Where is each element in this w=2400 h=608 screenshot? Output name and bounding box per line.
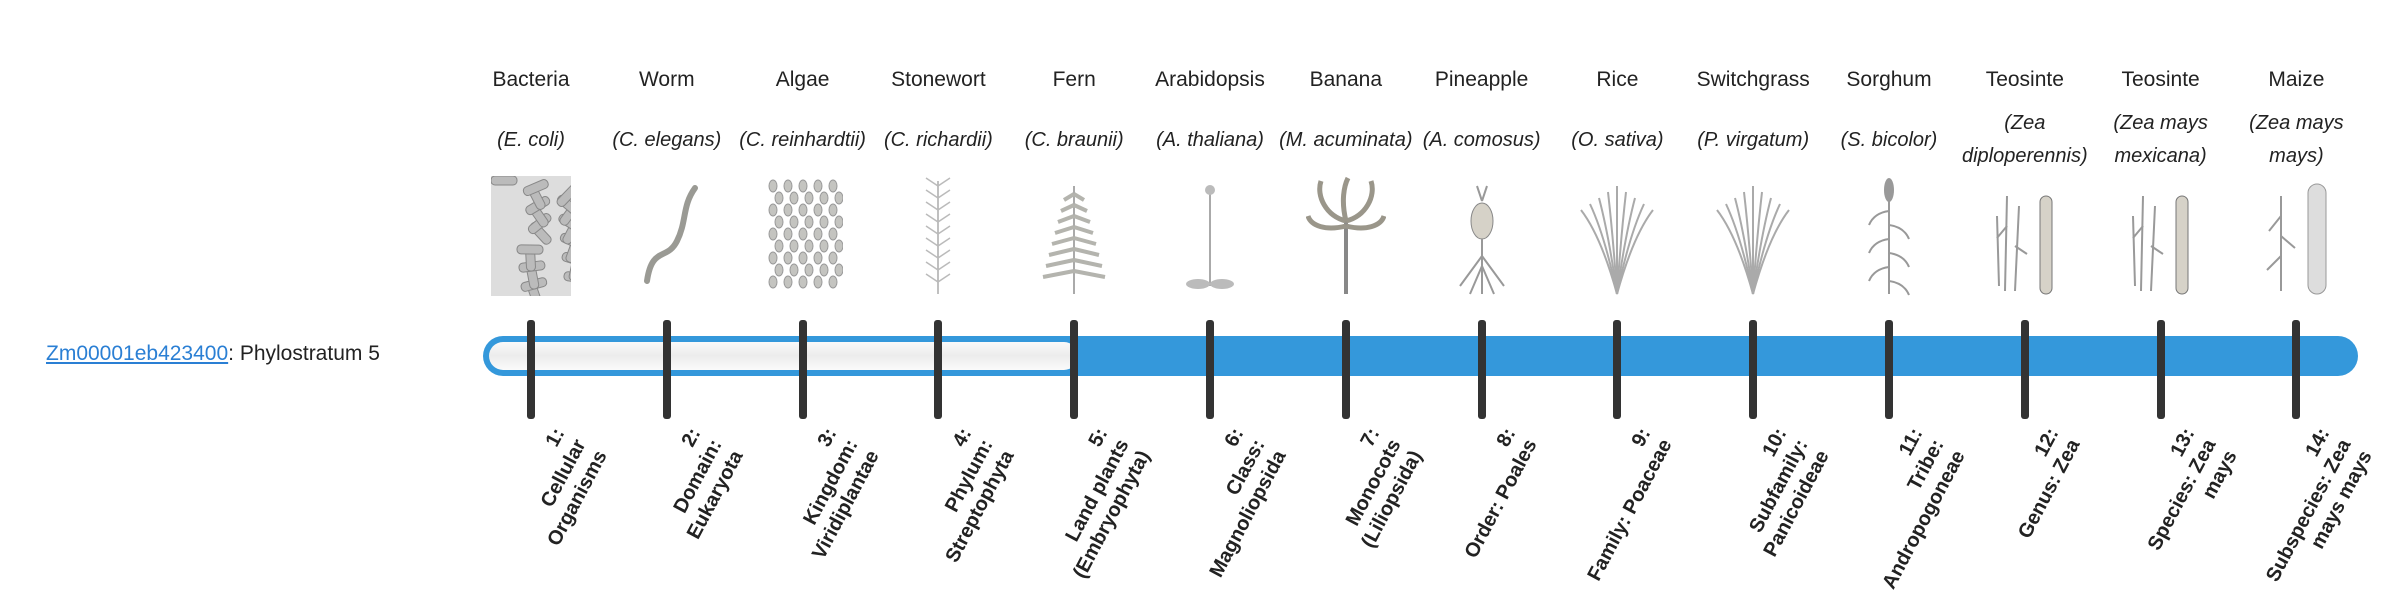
organism-name: Maize: [2268, 68, 2325, 91]
stratum-tick: [1341, 320, 1350, 419]
species-name: (Zea mays mexicana): [2113, 112, 2208, 167]
stratum-tick: [1206, 320, 1214, 419]
stratum-tick: [2292, 320, 2301, 419]
teosinte-icon: [2121, 176, 2201, 296]
bacteria-icon: [490, 175, 591, 308]
species-name: (C. braunii): [1024, 128, 1124, 151]
gene-id-link[interactable]: Zm00001eb423400: [46, 342, 229, 365]
stratum-tick: [662, 320, 671, 419]
rank-label: 7: Monocots (Liliopsida): [1284, 424, 1427, 608]
phylostratum-text: : Phylostratum 5: [228, 342, 380, 365]
species-name: (S. bicolor): [1840, 128, 1938, 151]
organism-name: Bacteria: [492, 68, 570, 91]
species-name: (P. virgatum): [1697, 128, 1810, 151]
rice-icon: [1577, 176, 1657, 296]
stratum-tick: [1477, 320, 1486, 419]
banana-icon: [1305, 176, 1387, 296]
organism-name: Teosinte: [2121, 68, 2200, 91]
species-name: (O. sativa): [1571, 128, 1664, 151]
organism-name: Teosinte: [1985, 68, 2064, 91]
organism-name: Stonewort: [891, 68, 986, 91]
stratum-tick: [2020, 320, 2029, 419]
stratum-tick: [1749, 320, 1758, 419]
rank-label: 4: Phylum: Streptophyta: [877, 424, 1020, 608]
organism-name: Pineapple: [1434, 68, 1529, 91]
stratum-tick: [2156, 320, 2165, 419]
arabidopsis-icon: [1170, 176, 1250, 296]
stratum-tick: [1613, 320, 1622, 419]
rank-label: 1: Cellular Organisms: [469, 424, 612, 608]
rank-label: 6: Class: Magnoliopsida: [1148, 424, 1291, 608]
rank-label: 2: Domain: Eukaryota: [605, 424, 748, 608]
stratum-tick: [527, 320, 535, 419]
organism-name: Switchgrass: [1696, 68, 1810, 91]
species-name: (E. coli): [497, 128, 565, 151]
species-name: (A. thaliana): [1156, 128, 1264, 151]
rank-label: 3: Kingdom: Viridiplantae: [741, 424, 884, 608]
organism-name: Arabidopsis: [1155, 68, 1265, 91]
rank-label: 14: Subspecies: Zea mays mays: [2235, 424, 2378, 608]
species-name: (C. reinhardtii): [739, 128, 866, 151]
gene-label: Zm00001eb423400: Phylostratum 5: [46, 342, 380, 366]
organism-name: Algae: [775, 68, 830, 91]
species-name: (C. richardii): [883, 128, 993, 151]
algae-icon: [763, 176, 844, 296]
phylostratum-bar: [483, 336, 2358, 376]
rank-label: 8: Order: Poales: [1420, 424, 1542, 597]
rank-label: 10: Subfamily: Panicoideae: [1691, 424, 1834, 608]
species-name: (Zea mays mays): [2249, 112, 2344, 167]
organism-name: Rice: [1596, 68, 1639, 91]
fern-icon: [1034, 176, 1114, 296]
rank-label: 13: Species: Zea mays: [2099, 424, 2242, 608]
species-name: (M. acuminata): [1279, 128, 1413, 151]
rank-label: 11: Tribe: Andropogoneae: [1827, 424, 1970, 608]
maize-icon: [2256, 176, 2336, 296]
rank-label: 5: Land plants (Embryophyta): [1012, 424, 1155, 608]
switchgrass-icon: [1713, 176, 1793, 296]
stratum-tick: [934, 320, 943, 419]
stonewort-icon: [898, 176, 978, 296]
organism-name: Worm: [638, 68, 695, 91]
organism-name: Fern: [1052, 68, 1096, 91]
worm-icon: [627, 176, 707, 296]
species-name: (Zea diploperennis): [1961, 112, 2088, 167]
bar-unfilled-segment: [489, 342, 1079, 370]
rank-label: 12: Genus: Zea: [1963, 424, 2085, 597]
rank-label: 9: Family: Poaceae: [1556, 424, 1678, 597]
pineapple-icon: [1442, 176, 1522, 296]
teosinte-icon: [1985, 176, 2065, 296]
stratum-tick: [798, 320, 807, 419]
species-name: (A. comosus): [1422, 128, 1541, 151]
stratum-tick: [1070, 320, 1079, 419]
stratum-tick: [1885, 320, 1893, 419]
sorghum-icon: [1849, 176, 1929, 296]
organism-name: Sorghum: [1846, 68, 1932, 91]
organism-name: Banana: [1309, 68, 1382, 91]
species-name: (C. elegans): [612, 128, 722, 151]
